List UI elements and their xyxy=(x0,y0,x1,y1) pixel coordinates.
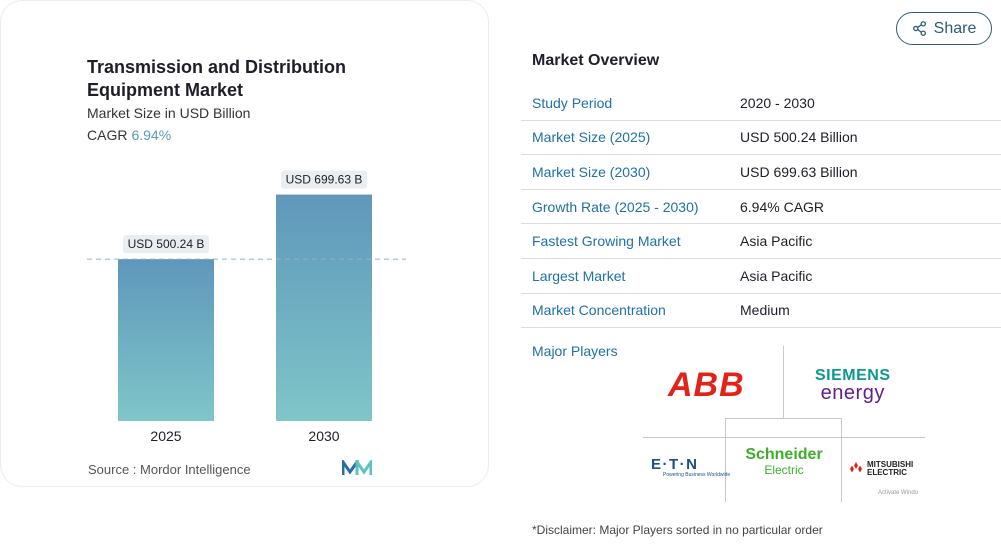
share-button[interactable]: Share xyxy=(896,12,992,45)
schneider-electric-logo: Schneider Electric xyxy=(736,446,832,477)
overview-row: Fastest Growing Market Asia Pacific xyxy=(521,224,1001,259)
eaton-tagline: Powering Business Worldwide xyxy=(663,472,731,478)
data-label-2025: USD 500.24 B xyxy=(128,237,205,251)
market-chart-card: Transmission and Distribution Equipment … xyxy=(0,0,489,487)
logo-divider xyxy=(725,418,842,419)
overview-row-value: USD 500.24 Billion xyxy=(740,129,858,146)
logo-divider xyxy=(841,418,842,502)
cagr-value: 6.94% xyxy=(131,127,172,143)
chart-subtitle: Market Size in USD Billion xyxy=(87,105,251,121)
logo-divider xyxy=(783,346,784,419)
overview-row-label[interactable]: Largest Market xyxy=(532,267,626,284)
market-overview-table: Study Period 2020 - 2030 Market Size (2025… xyxy=(521,86,1001,329)
overview-row-value: USD 699.63 Billion xyxy=(740,163,858,180)
electric-logo-text: ELECTRIC xyxy=(867,468,907,477)
major-players-label: Major Players xyxy=(532,343,618,359)
siemens-energy-logo: SIEMENS energy xyxy=(815,367,891,404)
share-icon xyxy=(912,21,926,36)
overview-row-label[interactable]: Study Period xyxy=(532,94,613,111)
data-label-bg xyxy=(123,235,209,254)
siemens-logo-text: SIEMENS xyxy=(815,367,891,384)
bar-chart: USD 500.24 B 2025 USD 699.63 B 2030 xyxy=(87,170,406,444)
overview-row-label[interactable]: Fastest Growing Market xyxy=(532,233,681,250)
chart-cagr: CAGR 6.94% xyxy=(87,127,171,143)
energy-logo-text: energy xyxy=(820,382,885,404)
overview-row: Market Size (2025) USD 500.24 Billion xyxy=(521,121,1001,156)
bar-2030 xyxy=(276,194,372,421)
chart-source: Source : Mordor Intelligence xyxy=(88,462,251,477)
chart-title: Transmission and Distribution Equipment … xyxy=(87,57,347,100)
cagr-label: CAGR xyxy=(87,127,128,143)
overview-row: Market Size (2030) USD 699.63 Billion xyxy=(521,155,1001,190)
overview-row: Growth Rate (2025 - 2030) 6.94% CAGR xyxy=(521,190,1001,225)
share-label: Share xyxy=(933,19,977,37)
overview-row-value: Medium xyxy=(740,302,790,319)
market-overview-title: Market Overview xyxy=(532,52,660,69)
data-label-bg xyxy=(281,170,367,189)
data-label-2030: USD 699.63 B xyxy=(286,173,363,187)
logo-divider xyxy=(725,418,726,502)
overview-row-label[interactable]: Market Size (2025) xyxy=(532,129,651,146)
major-players-logos: ABB SIEMENS energy E·T·N Powering Busine… xyxy=(643,346,925,502)
mitsubishi-electric-logo: MITSUBISHI ELECTRIC xyxy=(848,461,913,477)
overview-row-value: Asia Pacific xyxy=(740,267,813,284)
overview-row-value: 6.94% CAGR xyxy=(740,198,825,215)
eaton-logo-text: E·T·N xyxy=(651,456,699,473)
abb-logo: ABB xyxy=(668,366,745,404)
x-tick-label-2030: 2030 xyxy=(308,428,339,444)
disclaimer-text: *Disclaimer: Major Players sorted in no … xyxy=(532,523,823,537)
eaton-logo: E·T·N Powering Business Worldwide xyxy=(651,456,730,478)
mitsubishi-logo-text: MITSUBISHI xyxy=(867,460,914,469)
overview-row-label[interactable]: Growth Rate (2025 - 2030) xyxy=(532,198,699,215)
x-tick-label-2025: 2025 xyxy=(150,428,181,444)
overview-row-value: Asia Pacific xyxy=(740,233,813,250)
activate-windows-watermark: Activate Windo xyxy=(878,490,919,496)
overview-row: Study Period 2020 - 2030 xyxy=(521,86,1001,121)
overview-row-label[interactable]: Market Size (2030) xyxy=(532,163,651,180)
overview-row: Market Concentration Medium xyxy=(521,294,1001,329)
logo-divider xyxy=(643,437,925,438)
bar-2025 xyxy=(118,259,214,421)
schneider-logo-text: Schneider xyxy=(745,446,823,463)
mitsubishi-diamonds-icon xyxy=(850,462,862,473)
overview-row: Largest Market Asia Pacific xyxy=(521,259,1001,294)
mordor-intelligence-logo-icon xyxy=(342,460,372,475)
overview-row-value: 2020 - 2030 xyxy=(740,94,815,111)
overview-row-label[interactable]: Market Concentration xyxy=(532,302,666,319)
electric-logo-text: Electric xyxy=(764,463,804,477)
